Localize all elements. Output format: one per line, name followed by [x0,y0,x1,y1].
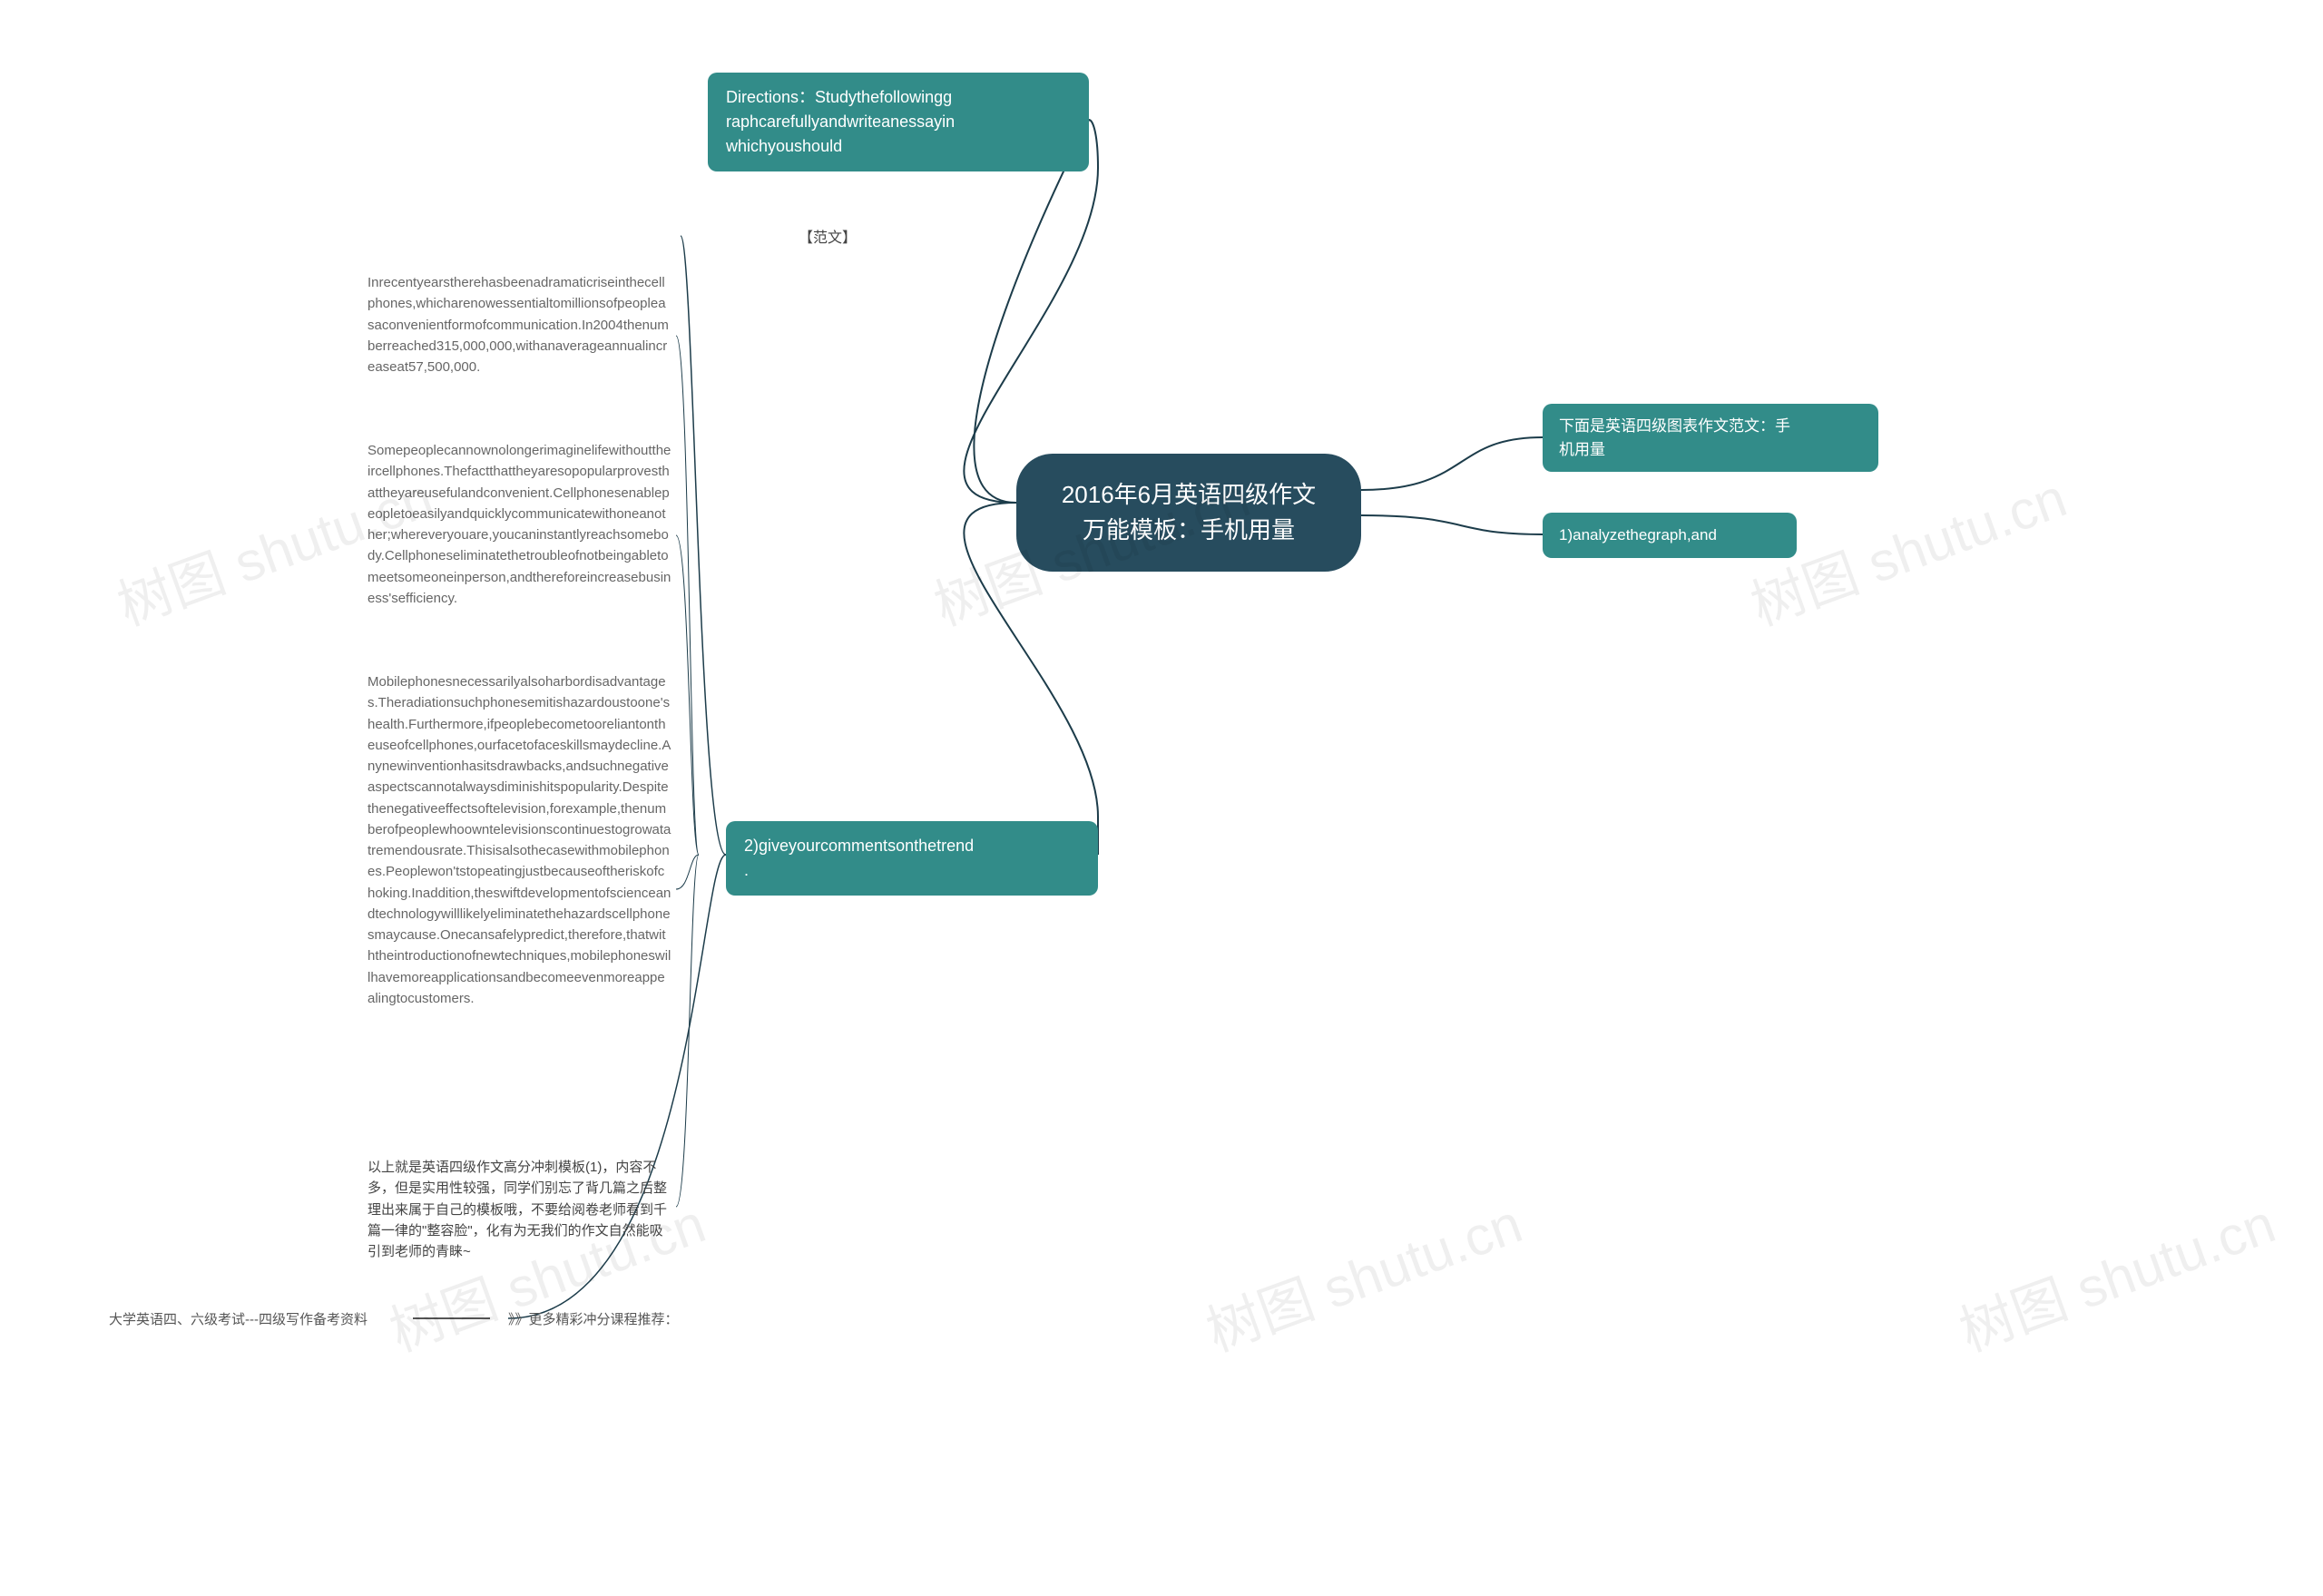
edge-root-n1 [964,120,1098,503]
footer-mid-text: 》》更多精彩冲分课程推荐： [508,1312,679,1327]
footer-mid: 》》更多精彩冲分课程推荐： [508,1309,679,1328]
paragraph-1-text: Inrecentyearstherehasbeenadramaticrisein… [368,275,669,375]
mindmap-canvas: 2016年6月英语四级作文万能模板：手机用量 Directions：Studyt… [0,0,2323,1596]
node-intro-label: 下面是英语四级图表作文范文：手机用量 [1559,417,1790,458]
edge-n4-p4 [676,855,699,1207]
paragraph-2-text: Somepeoplecannownolongerimaginelifewitho… [368,443,671,606]
watermark: 树图 shutu.cn [1947,1180,2284,1366]
edge-layer [0,0,2323,1596]
edge-root-n3 [1361,515,1543,534]
edge-n4-p3 [676,855,699,889]
root-label: 2016年6月英语四级作文万能模板：手机用量 [1062,481,1316,543]
paragraph-4-text: 以上就是英语四级作文高分冲刺模板(1)，内容不多，但是实用性较强，同学们别忘了背… [368,1160,667,1259]
node-comments-label: 2)giveyourcommentsonthetrend. [744,837,974,879]
edge-n4-p1 [676,336,699,855]
paragraph-3: Mobilephonesnecessarilyalsoharbordisadva… [368,671,671,1009]
edge-root-n2 [1361,437,1543,490]
node-directions-label: Directions：Studythefollowinggraphcareful… [726,88,955,155]
node-analyze[interactable]: 1)analyzethegraph,and [1543,513,1797,558]
paragraph-3-text: Mobilephonesnecessarilyalsoharbordisadva… [368,674,671,1006]
paragraph-4: 以上就是英语四级作文高分冲刺模板(1)，内容不多，但是实用性较强，同学们别忘了背… [368,1157,671,1262]
footer-left: 大学英语四、六级考试---四级写作备考资料 [109,1309,368,1328]
node-comments[interactable]: 2)giveyourcommentsonthetrend. [726,821,1098,896]
footer-left-text: 大学英语四、六级考试---四级写作备考资料 [109,1312,368,1327]
paragraph-2: Somepeoplecannownolongerimaginelifewitho… [368,440,671,609]
watermark: 树图 shutu.cn [1194,1180,1531,1366]
paragraph-1: Inrecentyearstherehasbeenadramaticrisein… [368,272,671,377]
edge-n4-top [681,236,726,855]
node-analyze-label: 1)analyzethegraph,and [1559,526,1717,543]
edge-n4-p2 [676,535,699,855]
section-label-fanwen: 【范文】 [799,225,857,247]
section-label-text: 【范文】 [799,230,857,246]
node-intro[interactable]: 下面是英语四级图表作文范文：手机用量 [1543,404,1878,472]
node-directions[interactable]: Directions：Studythefollowinggraphcareful… [708,73,1089,171]
root-node[interactable]: 2016年6月英语四级作文万能模板：手机用量 [1016,454,1361,572]
